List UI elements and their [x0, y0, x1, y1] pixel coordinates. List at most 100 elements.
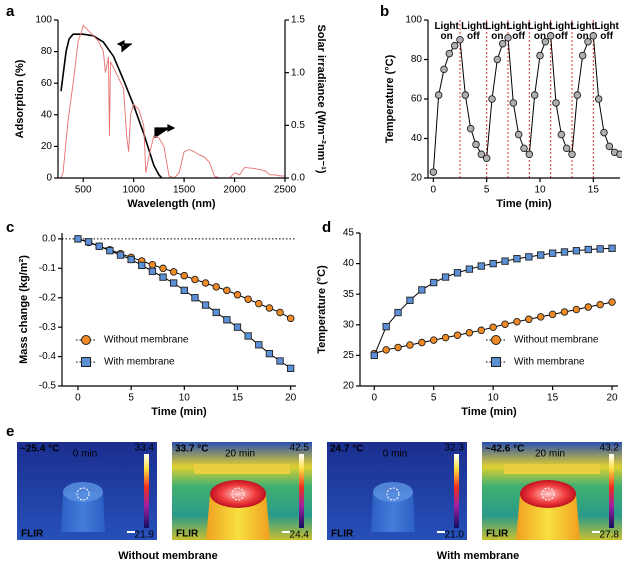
- phase-word: Light: [461, 21, 486, 32]
- cup-top: [373, 482, 413, 502]
- brand: FLIR: [21, 529, 44, 540]
- marker: [509, 99, 518, 107]
- y-tick-label: 40: [411, 133, 423, 144]
- x-tick-label: 10: [534, 185, 546, 196]
- marker: [568, 150, 576, 159]
- brand: FLIR: [331, 529, 354, 540]
- marker: [489, 323, 497, 331]
- marker: [429, 168, 438, 176]
- y-tick-label: -0.5: [39, 381, 57, 392]
- time-label: 20 min: [535, 449, 565, 460]
- marker: [265, 349, 274, 358]
- phase-label: Light off: [506, 21, 531, 42]
- cup-body: [61, 492, 105, 532]
- scale-bar: [282, 531, 290, 533]
- marker: [255, 341, 263, 349]
- color-bar: [609, 454, 614, 528]
- marker: [536, 313, 545, 321]
- phase-word: Light: [549, 21, 574, 32]
- spot-temperature: ~42.6 °C: [485, 444, 524, 455]
- marker: [605, 142, 614, 151]
- y-tick-label: 20: [343, 381, 355, 392]
- panel-label: e: [6, 423, 14, 440]
- x-tick-label: 15: [547, 393, 559, 404]
- x-tick-label: 15: [588, 185, 600, 196]
- marker: [465, 329, 474, 337]
- marker: [498, 39, 507, 48]
- marker: [127, 255, 135, 264]
- marker: [434, 91, 443, 99]
- marker: [84, 238, 93, 246]
- marker: [482, 154, 491, 162]
- y-tick-label: 100: [405, 15, 422, 26]
- marker: [560, 308, 569, 316]
- marker: [265, 304, 274, 312]
- phase-word: off: [600, 31, 613, 42]
- marker: [212, 283, 220, 291]
- marker: [169, 268, 178, 276]
- marker: [578, 51, 587, 60]
- plot-area: [429, 20, 622, 178]
- marker: [440, 65, 448, 74]
- scale-min: 27.8: [600, 530, 620, 541]
- scale-min: 21.0: [445, 530, 465, 541]
- phase-word: Light: [570, 21, 595, 32]
- marker: [530, 91, 539, 99]
- marker: [180, 286, 188, 295]
- phase-word: off: [512, 31, 525, 42]
- x-axis-title: Time (min): [496, 198, 552, 210]
- marker: [201, 279, 210, 287]
- marker: [223, 286, 231, 295]
- x-tick-label: 1000: [123, 185, 146, 196]
- marker: [472, 140, 480, 149]
- y-axis-title: Temperature (°C): [316, 265, 328, 354]
- phase-word: off: [467, 31, 480, 42]
- marker: [382, 346, 390, 354]
- marker: [418, 286, 426, 294]
- phase-label: Light on: [434, 21, 459, 42]
- marker: [477, 150, 486, 159]
- marker: [552, 99, 560, 107]
- marker: [212, 308, 220, 317]
- marker: [546, 32, 555, 40]
- scale-min: 24.4: [290, 530, 310, 541]
- marker: [287, 364, 295, 372]
- phase-label: Light on: [485, 21, 510, 42]
- caption: With membrane: [437, 550, 519, 562]
- y-axis-title: Mass change (kg/m²): [18, 255, 30, 364]
- thermal-image: 43.2 27.8 ~42.6 °C 20 min FLIR: [482, 442, 622, 541]
- legend-label: With membrane: [514, 357, 585, 368]
- color-bar: [454, 454, 459, 528]
- phase-word: on: [534, 31, 546, 42]
- scale-max: 33.4: [135, 443, 155, 454]
- marker: [430, 278, 438, 287]
- scale-bar: [127, 531, 135, 533]
- y-tick-label: 80: [411, 54, 423, 65]
- marker: [453, 331, 462, 339]
- color-bar: [144, 454, 149, 528]
- x-tick-label: 0: [75, 393, 81, 404]
- marker: [382, 322, 390, 331]
- series-line: [432, 34, 621, 173]
- marker: [596, 300, 604, 309]
- marker: [441, 273, 450, 281]
- marker: [489, 259, 497, 268]
- marker: [548, 310, 557, 319]
- marker: [74, 235, 82, 243]
- plot-area: [60, 24, 285, 179]
- marker: [255, 299, 263, 308]
- series-line: [60, 33, 163, 179]
- phase-word: Light: [528, 21, 553, 32]
- legend-label: Without membrane: [514, 335, 599, 346]
- legend-label: Without membrane: [104, 335, 189, 346]
- spot-marker: [386, 487, 400, 501]
- spot-temperature: 24.7 °C: [330, 444, 363, 455]
- marker: [600, 128, 608, 137]
- marker: [537, 251, 545, 259]
- marker: [572, 247, 581, 255]
- marker: [148, 261, 157, 269]
- spot-temperature: 33.7 °C: [175, 444, 208, 455]
- y-tick-label: -0.2: [39, 292, 57, 303]
- phase-label: Light off: [594, 21, 619, 42]
